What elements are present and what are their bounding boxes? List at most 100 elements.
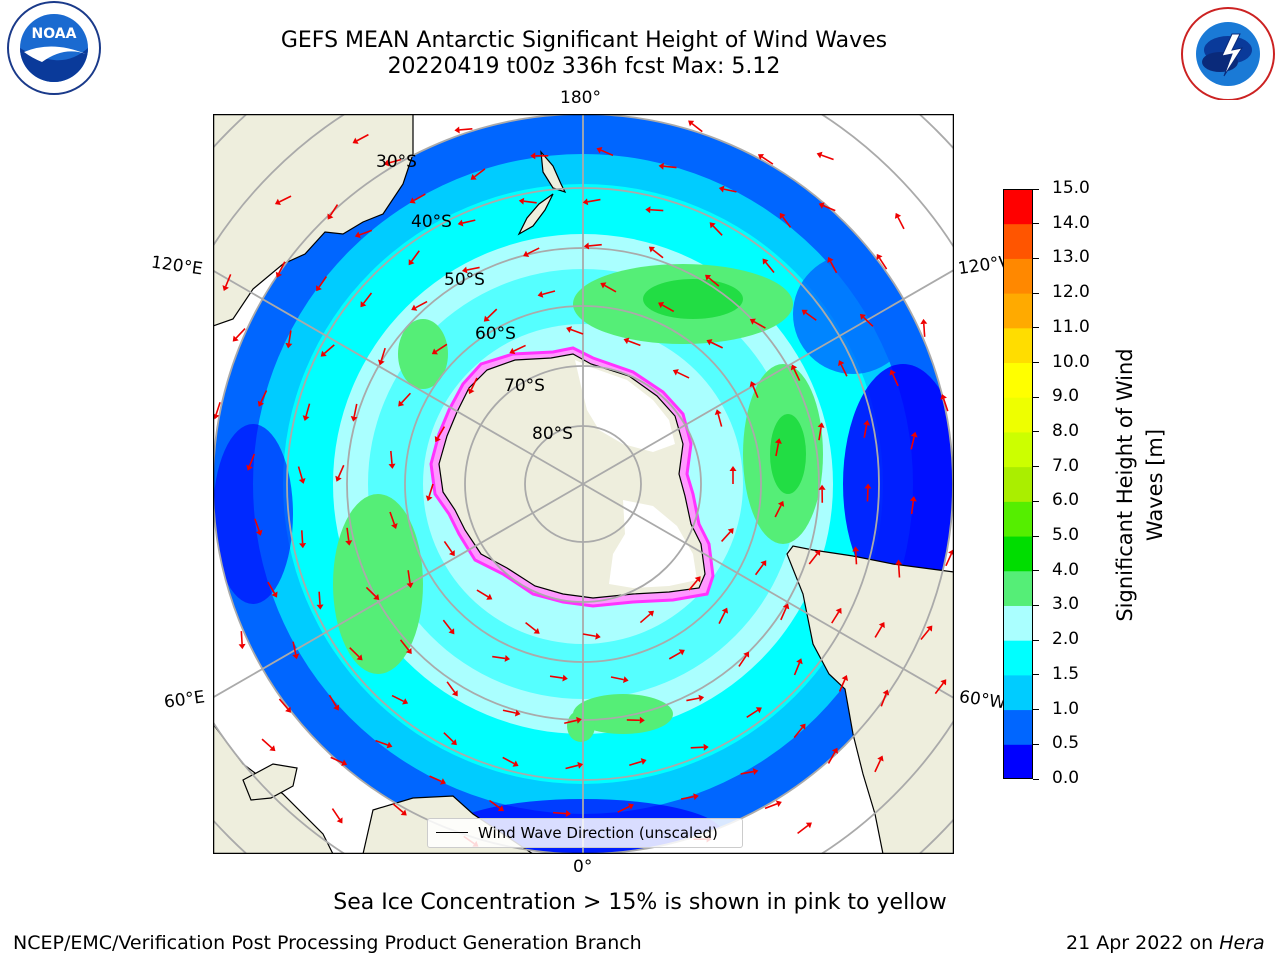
wind-wave-arrow <box>375 739 393 749</box>
wind-wave-arrow <box>746 707 762 718</box>
wind-wave-arrow <box>801 309 817 321</box>
wind-wave-arrow <box>530 152 549 160</box>
wind-wave-arrow <box>502 756 519 767</box>
wind-wave-arrow <box>818 202 836 212</box>
map-legend: Wind Wave Direction (unscaled) <box>427 818 743 848</box>
wind-wave-arrow <box>749 381 759 399</box>
wind-wave-arrow <box>895 559 903 578</box>
colorbar-tick-mark <box>1033 743 1039 745</box>
colorbar-svg <box>1003 189 1033 780</box>
colorbar-tick-label: 1.5 <box>1052 663 1080 684</box>
footer-machine: Hera <box>1219 932 1265 954</box>
colorbar-tick-label: 7.0 <box>1052 455 1080 476</box>
wind-wave-arrow <box>518 197 537 205</box>
wind-wave-arrow <box>261 738 276 752</box>
wind-wave-arrow <box>757 154 774 165</box>
polar-map-svg <box>212 113 955 855</box>
wind-wave-arrow <box>874 621 885 638</box>
wind-wave-arrow <box>316 591 324 610</box>
land-madagascar <box>242 763 298 801</box>
wind-wave-arrow <box>797 822 812 835</box>
colorbar-tick-mark <box>1033 570 1039 572</box>
wind-wave-arrow <box>889 369 899 387</box>
colorbar-tick-mark <box>1033 639 1039 641</box>
lon-label-120w: 120°W <box>956 252 1006 280</box>
wind-wave-arrow <box>779 212 792 228</box>
wind-wave-arrow <box>749 318 766 329</box>
wind-wave-arrow <box>668 649 685 660</box>
wind-wave-arrow <box>509 344 526 355</box>
wind-wave-arrow <box>470 168 486 180</box>
wind-wave-arrows <box>213 120 954 847</box>
wind-wave-arrow <box>738 651 750 667</box>
lat-label-60s: 60°S <box>475 324 516 344</box>
wind-wave-arrow <box>680 793 699 801</box>
wind-wave-arrow <box>920 625 933 640</box>
lon-label-180: 180° <box>560 88 601 108</box>
wind-wave-arrow <box>780 603 790 621</box>
colorbar-segment <box>1003 223 1033 259</box>
wind-wave-arrow <box>629 758 647 766</box>
map-title: GEFS MEAN Antarctic Significant Height o… <box>280 28 888 53</box>
wind-wave-arrow <box>790 364 801 381</box>
colorbar-segment <box>1003 640 1033 676</box>
wind-wave-arrow <box>398 392 411 407</box>
colorbar-tick-mark <box>1033 396 1039 398</box>
colorbar-tick-label: 5.0 <box>1052 525 1080 546</box>
wind-wave-arrow <box>549 674 568 682</box>
wind-wave-arrow <box>330 756 348 766</box>
wind-wave-arrow <box>617 803 634 813</box>
colorbar-tick-label: 2.0 <box>1052 629 1080 650</box>
wind-wave-arrow <box>880 689 890 707</box>
wind-wave-arrow <box>523 247 540 257</box>
wind-wave-arrow <box>434 426 446 443</box>
wind-wave-arrow <box>729 466 737 484</box>
wind-wave-arrow <box>720 528 734 542</box>
wind-wave-arrow <box>461 266 480 274</box>
wind-wave-arrow <box>740 768 759 775</box>
wind-wave-arrow <box>232 327 246 342</box>
wind-wave-arrow <box>626 716 645 724</box>
lat-label-50s: 50°S <box>444 270 485 290</box>
wind-wave-arrow <box>429 775 447 785</box>
colorbar-tick-label: 11.0 <box>1052 316 1090 337</box>
wind-wave-arrow <box>327 204 339 220</box>
wind-wave-arrow <box>222 274 232 292</box>
wind-wave-arrow <box>345 527 353 546</box>
land-australia <box>213 114 414 327</box>
wind-wave-arrow <box>688 120 703 133</box>
colorbar-tick-mark <box>1033 466 1039 468</box>
wind-wave-arrow <box>257 390 268 407</box>
colorbar-tick-mark <box>1033 604 1039 606</box>
colorbar-segment <box>1003 605 1033 641</box>
lat-label-70s: 70°S <box>504 376 545 396</box>
colorbar-tick-label: 0.5 <box>1052 733 1080 754</box>
colorbar-tick-mark <box>1033 257 1039 259</box>
wind-wave-arrow <box>793 723 806 739</box>
colorbar-label-line1: Significant Height of Wind <box>1113 348 1137 622</box>
colorbar-tick-mark <box>1033 674 1039 676</box>
wind-wave-arrow <box>406 570 414 589</box>
colorbar-tick-label: 4.0 <box>1052 559 1080 580</box>
wind-wave-arrow <box>874 755 884 773</box>
wind-wave-arrow <box>349 647 363 661</box>
colorbar-segment <box>1003 362 1033 398</box>
wind-wave-arrow <box>596 146 614 157</box>
wind-wave-arrow <box>718 185 737 193</box>
wind-wave-arrow <box>292 641 300 660</box>
wind-wave-arrow <box>238 631 246 650</box>
wind-wave-arrow <box>489 799 504 812</box>
wind-wave-arrow <box>583 242 602 250</box>
polar-map: 30°S 40°S 50°S 60°S 70°S 80°S Wind Wave … <box>212 113 955 855</box>
wind-wave-arrow <box>425 483 434 502</box>
sea-ice-caption: Sea Ice Concentration > 15% is shown in … <box>333 890 947 915</box>
wind-wave-arrow <box>774 438 782 457</box>
wind-wave-arrow <box>454 126 473 134</box>
wind-wave-arrow <box>302 403 311 422</box>
wind-wave-arrow <box>565 761 584 770</box>
wind-wave-arrow <box>285 330 293 349</box>
colorbar-tick-label: 15.0 <box>1052 178 1090 198</box>
wind-wave-arrow <box>352 133 369 144</box>
wind-wave-arrow <box>582 198 601 206</box>
lat-label-40s: 40°S <box>411 212 452 232</box>
